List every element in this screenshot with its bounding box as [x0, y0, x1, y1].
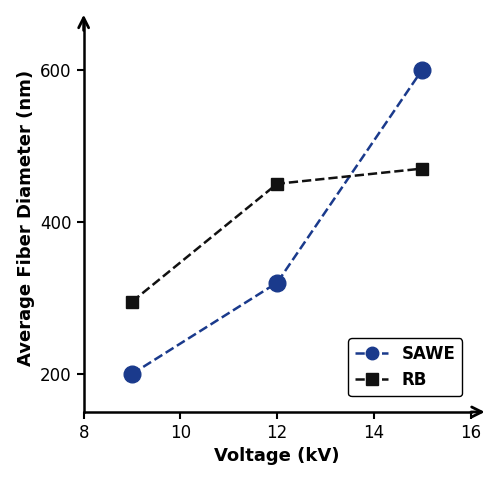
Legend: SAWE, RB: SAWE, RB [348, 338, 463, 396]
X-axis label: Voltage (kV): Voltage (kV) [214, 447, 340, 465]
Y-axis label: Average Fiber Diameter (nm): Average Fiber Diameter (nm) [16, 70, 34, 366]
